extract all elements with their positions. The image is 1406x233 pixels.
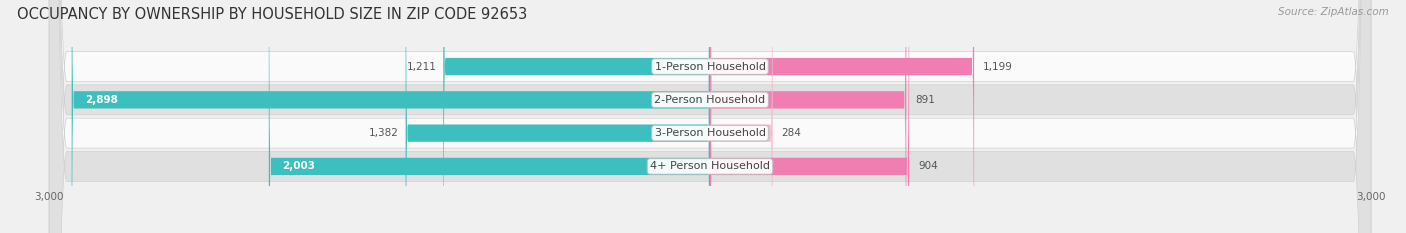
FancyBboxPatch shape <box>49 0 1371 233</box>
Text: OCCUPANCY BY OWNERSHIP BY HOUSEHOLD SIZE IN ZIP CODE 92653: OCCUPANCY BY OWNERSHIP BY HOUSEHOLD SIZE… <box>17 7 527 22</box>
Text: 891: 891 <box>915 95 935 105</box>
FancyBboxPatch shape <box>443 0 710 233</box>
FancyBboxPatch shape <box>710 0 772 233</box>
Text: 2,003: 2,003 <box>283 161 315 171</box>
Text: 3-Person Household: 3-Person Household <box>655 128 765 138</box>
Text: 1,382: 1,382 <box>370 128 399 138</box>
FancyBboxPatch shape <box>405 0 710 233</box>
FancyBboxPatch shape <box>49 0 1371 233</box>
Text: 1-Person Household: 1-Person Household <box>655 62 765 72</box>
FancyBboxPatch shape <box>710 0 907 233</box>
Text: 2,898: 2,898 <box>84 95 118 105</box>
Text: 4+ Person Household: 4+ Person Household <box>650 161 770 171</box>
Text: 1,199: 1,199 <box>983 62 1012 72</box>
FancyBboxPatch shape <box>710 0 974 233</box>
FancyBboxPatch shape <box>710 0 910 233</box>
FancyBboxPatch shape <box>72 0 710 233</box>
Text: 1,211: 1,211 <box>406 62 437 72</box>
Text: 904: 904 <box>918 161 938 171</box>
Text: 2-Person Household: 2-Person Household <box>654 95 766 105</box>
Text: Source: ZipAtlas.com: Source: ZipAtlas.com <box>1278 7 1389 17</box>
Text: 284: 284 <box>782 128 801 138</box>
FancyBboxPatch shape <box>269 0 710 233</box>
FancyBboxPatch shape <box>49 0 1371 233</box>
FancyBboxPatch shape <box>49 0 1371 233</box>
